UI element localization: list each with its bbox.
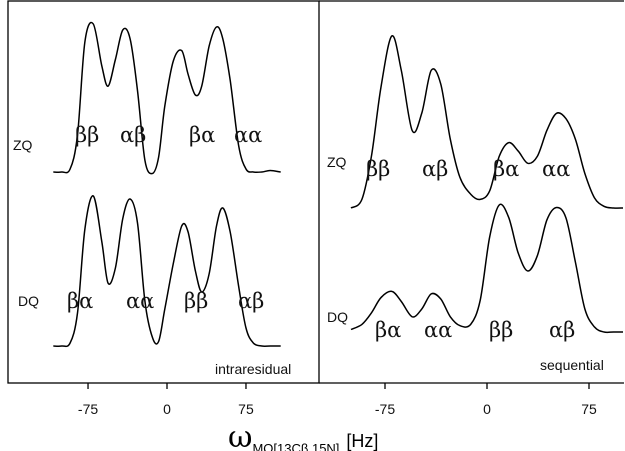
intraresidual-label: intraresidual [215,361,291,377]
peak-label: ββ [75,123,99,147]
x-axis-ticks: -75 0 75 -75 0 75 [78,383,597,417]
intraresidual-zq-label: ZQ [13,137,33,153]
x-tick-label: -75 [78,401,98,417]
x-tick-label: 75 [581,401,597,417]
x-tick-label: 0 [163,401,171,417]
x-axis-unit: [Hz] [346,431,378,451]
intraresidual-dq-label: DQ [18,293,39,309]
x-tick-label: 75 [238,401,254,417]
peak-label: ββ [184,289,208,313]
sequential-zq-trace [350,35,624,209]
peak-label: βα [189,123,215,147]
peak-label: αβ [422,157,448,181]
peak-label: αα [542,157,570,181]
peak-label: αβ [549,318,575,342]
peak-label: αα [126,289,154,313]
x-axis-subscript: MQ[13Cβ,15N] [252,441,339,451]
intraresidual-dq-trace [53,195,281,348]
peak-label: αβ [238,289,264,313]
intraresidual-zq-trace [53,21,281,175]
peak-label: βα [375,318,401,342]
peak-label: βα [67,289,93,313]
sequential-label: sequential [540,357,604,373]
sequential-dq-trace [350,203,623,334]
peak-label: αα [424,318,452,342]
x-axis-title: ωMQ[13Cβ,15N] [Hz] [228,420,378,451]
left-panel-frame [7,0,320,384]
x-axis-symbol: ω [228,420,252,451]
peak-label: ββ [489,318,513,342]
peak-label: αβ [120,123,146,147]
x-tick-label: 0 [483,401,491,417]
x-tick-label: -75 [375,401,395,417]
sequential-dq-label: DQ [327,309,348,325]
sequential-zq-label: ZQ [327,154,347,170]
peak-label: βα [493,157,519,181]
peak-label: ββ [366,157,390,181]
peak-label: αα [234,123,262,147]
